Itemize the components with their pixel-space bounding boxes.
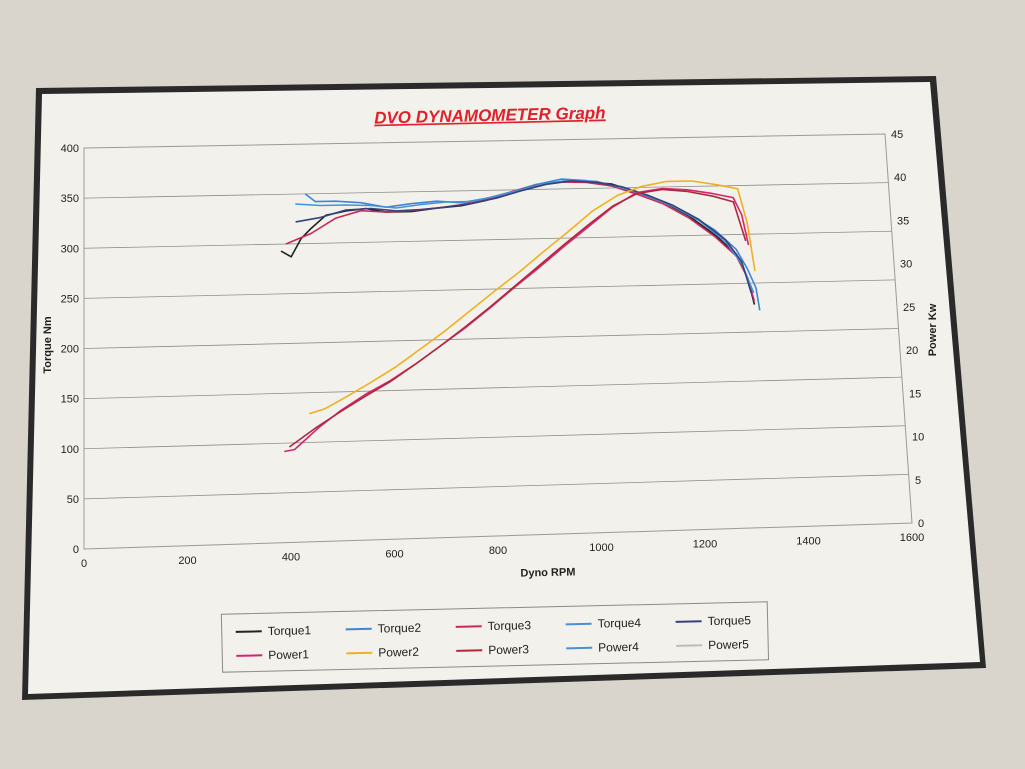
series-line-power2 (309, 180, 756, 415)
legend-swatch-torque5 (675, 620, 702, 623)
y-tick-label: 0 (73, 544, 79, 556)
y-tick-label: 50 (67, 494, 79, 506)
x-tick-label: 200 (178, 555, 196, 567)
legend-label-torque1: Torque1 (268, 623, 312, 638)
legend-swatch-power4 (566, 646, 593, 650)
x-tick-label: 1200 (693, 539, 717, 551)
legend-label-power2: Power2 (378, 645, 419, 660)
y-tick-label: 150 (61, 394, 79, 406)
legend-label-torque3: Torque3 (488, 618, 532, 633)
legend-swatch-torque2 (345, 627, 372, 631)
legend-swatch-torque4 (565, 622, 592, 626)
legend-swatch-power3 (456, 649, 483, 652)
legend: Torque1 Torque2 Torque3 Torque4 Torque5 Power… (220, 601, 770, 673)
y2-tick-label: 10 (912, 432, 924, 444)
y2-axis-title: Power Kw (927, 303, 939, 356)
legend-label-power3: Power3 (488, 642, 529, 657)
y2-tick-label: 25 (903, 302, 915, 314)
y-tick-label: 250 (61, 293, 79, 305)
y2-tick-label: 45 (891, 129, 903, 141)
series-lines (280, 178, 761, 453)
legend-label-torque4: Torque4 (597, 616, 641, 631)
legend-label-power5: Power5 (708, 637, 749, 652)
y2-tick-label: 35 (897, 215, 909, 227)
y-tick-label: 200 (61, 344, 79, 356)
x-tick-label: 1000 (589, 542, 613, 554)
series-line-torque4 (295, 179, 755, 294)
y-tick-label: 100 (61, 444, 79, 456)
series-line-torque5 (295, 180, 752, 294)
legend-swatch-power5 (676, 644, 703, 647)
x-tick-label: 1600 (900, 532, 924, 544)
y-tick-label: 300 (61, 243, 79, 255)
legend-swatch-torque3 (455, 625, 482, 628)
legend-swatch-torque1 (235, 630, 262, 633)
y-axis-title: Torque Nm (42, 316, 54, 373)
legend-label-power4: Power4 (598, 640, 639, 655)
y2-tick-label: 0 (918, 518, 924, 530)
y2-tick-label: 20 (906, 345, 918, 357)
axis-ticks: 0501001502002503003504000510152025303540… (61, 129, 925, 570)
legend-swatch-power2 (346, 651, 373, 655)
legend-box (220, 601, 770, 673)
y2-tick-label: 40 (894, 172, 906, 184)
gridline (83, 279, 896, 299)
legend-label-power1: Power1 (268, 647, 309, 662)
legend-label-torque5: Torque5 (707, 613, 751, 628)
x-axis-title: Dyno RPM (520, 566, 575, 579)
plot-frame (83, 133, 913, 550)
y2-tick-label: 30 (900, 259, 912, 271)
gridline (83, 328, 899, 349)
x-tick-label: 1400 (796, 535, 820, 547)
gridline (83, 425, 906, 450)
y2-tick-label: 15 (909, 388, 921, 400)
gridline (83, 376, 902, 400)
paper-sheet (28, 82, 980, 694)
x-tick-label: 0 (81, 558, 87, 570)
x-tick-label: 400 (282, 552, 300, 564)
y-tick-label: 400 (61, 143, 79, 155)
y2-tick-label: 5 (915, 475, 921, 487)
gridline (83, 182, 889, 199)
x-tick-label: 600 (385, 548, 403, 560)
gridline (83, 473, 909, 500)
gridline (83, 230, 892, 249)
y-tick-label: 350 (61, 193, 79, 205)
legend-label-torque2: Torque2 (378, 621, 422, 636)
x-tick-label: 800 (489, 545, 507, 557)
grid (83, 133, 913, 550)
legend-swatch-power1 (236, 654, 263, 657)
series-line-power3 (288, 188, 747, 448)
